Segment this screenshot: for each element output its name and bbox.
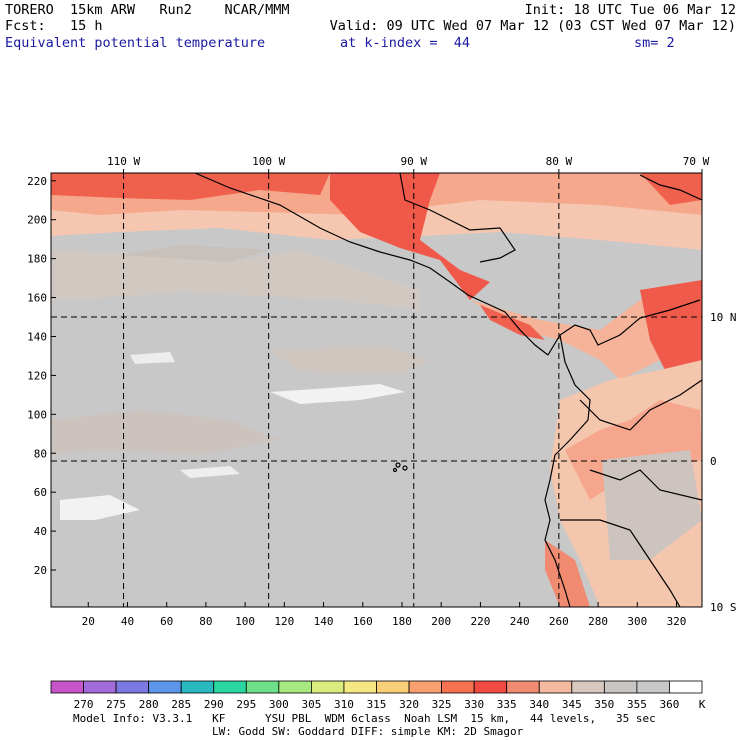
y-tick-label: 40 bbox=[34, 525, 47, 538]
colorbar-label: 330 bbox=[464, 698, 484, 711]
colorbar-swatch bbox=[408, 680, 442, 694]
colorbar-swatch bbox=[115, 680, 150, 694]
colorbar-swatch bbox=[213, 680, 247, 694]
y-tick-label: 100 bbox=[27, 408, 47, 421]
field-name: Equivalent potential temperature bbox=[5, 35, 266, 51]
colorbar-swatch bbox=[441, 680, 475, 694]
y-tick-label: 220 bbox=[27, 175, 47, 188]
colorbar-swatch bbox=[310, 680, 345, 694]
x-tick-label: 240 bbox=[510, 615, 530, 628]
colorbar-label: 310 bbox=[334, 698, 354, 711]
colorbar-label: 350 bbox=[594, 698, 614, 711]
y-tick-label: 200 bbox=[27, 214, 47, 227]
coastlines bbox=[194, 173, 702, 607]
x-tick-label: 200 bbox=[431, 615, 451, 628]
colorbar-label: 300 bbox=[269, 698, 289, 711]
x-tick-label: 220 bbox=[470, 615, 490, 628]
x-tick-label: 100 bbox=[235, 615, 255, 628]
colorbar-label: 280 bbox=[139, 698, 159, 711]
theta-e-field bbox=[51, 173, 702, 607]
colorbar-swatch bbox=[50, 680, 84, 694]
y-axis: 220 200 180 160 140 120 100 80 60 40 20 bbox=[27, 175, 56, 577]
x-axis: 20 40 60 80 100 120 140 160 180 200 220 240 260 280 30… bbox=[82, 602, 687, 628]
colorbar-swatch bbox=[83, 680, 117, 694]
colorbar-label: 325 bbox=[432, 698, 452, 711]
colorbar-swatch bbox=[245, 680, 280, 694]
colorbar-swatch bbox=[148, 680, 182, 694]
x-tick-label: 140 bbox=[314, 615, 334, 628]
colorbar-label: 275 bbox=[106, 698, 126, 711]
map-frame bbox=[50, 172, 703, 608]
header-init: Init: 18 UTC Tue 06 Mar 12 bbox=[524, 2, 736, 18]
x-tick-label: 320 bbox=[667, 615, 687, 628]
x-tick-label: 80 bbox=[199, 615, 212, 628]
x-tick-label: 160 bbox=[353, 615, 373, 628]
colorbar-label: 335 bbox=[497, 698, 517, 711]
colorbar-label: 290 bbox=[204, 698, 224, 711]
colorbar-label: 295 bbox=[236, 698, 256, 711]
lat-lon-grid bbox=[51, 173, 702, 607]
header-valid: Valid: 09 UTC Wed 07 Mar 12 (03 CST Wed … bbox=[329, 18, 736, 34]
lat-label: 10 S bbox=[710, 601, 737, 614]
colorbar-label: 355 bbox=[627, 698, 647, 711]
colorbar-swatch bbox=[571, 680, 605, 694]
x-tick-label: 20 bbox=[82, 615, 95, 628]
footer-model-info: Model Info: V3.3.1 KF YSU PBL WDM 6class… bbox=[73, 712, 656, 725]
colorbar-swatch bbox=[278, 680, 312, 694]
colorbar-swatch bbox=[538, 680, 573, 694]
colorbar-label: 305 bbox=[301, 698, 321, 711]
colorbar-swatch bbox=[669, 680, 703, 694]
lon-label: 110 W bbox=[107, 155, 140, 168]
header-forecast: Fcst: 15 h bbox=[5, 18, 103, 34]
lon-label: 90 W bbox=[401, 155, 428, 168]
y-tick-label: 120 bbox=[27, 369, 47, 382]
lon-label: 70 W bbox=[683, 155, 710, 168]
lat-label: 0 bbox=[710, 455, 717, 468]
x-tick-label: 260 bbox=[549, 615, 569, 628]
lon-axis: 110 W 100 W 90 W 80 W 70 W bbox=[107, 155, 710, 173]
y-tick-label: 60 bbox=[34, 486, 47, 499]
colorbar-label: 360 bbox=[660, 698, 680, 711]
y-tick-label: 180 bbox=[27, 253, 47, 266]
y-tick-label: 80 bbox=[34, 447, 47, 460]
y-tick-label: 160 bbox=[27, 292, 47, 305]
colorbar-unit: K bbox=[699, 698, 706, 711]
colorbar-label: 320 bbox=[399, 698, 419, 711]
x-tick-label: 300 bbox=[627, 615, 647, 628]
colorbar: 270 275 280 285 290 295 300 305 310 315 320 325 330 3… bbox=[50, 680, 706, 711]
x-tick-label: 180 bbox=[392, 615, 412, 628]
lon-label: 100 W bbox=[252, 155, 285, 168]
colorbar-swatch bbox=[506, 680, 540, 694]
colorbar-swatch bbox=[603, 680, 638, 694]
colorbar-swatch bbox=[473, 680, 508, 694]
colorbar-swatch bbox=[180, 680, 215, 694]
colorbar-label: 345 bbox=[562, 698, 582, 711]
lat-axis: 10 N 0 10 S bbox=[710, 311, 737, 614]
x-tick-label: 280 bbox=[588, 615, 608, 628]
colorbar-label: 270 bbox=[74, 698, 94, 711]
header-title: TORERO 15km ARW Run2 NCAR/MMM bbox=[5, 2, 290, 18]
colorbar-swatch bbox=[376, 680, 410, 694]
colorbar-label: 315 bbox=[367, 698, 387, 711]
colorbar-swatch bbox=[343, 680, 377, 694]
colorbar-swatch bbox=[636, 680, 670, 694]
lon-label: 80 W bbox=[546, 155, 573, 168]
colorbar-label: 285 bbox=[171, 698, 191, 711]
lat-label: 10 N bbox=[710, 311, 737, 324]
x-tick-label: 40 bbox=[121, 615, 134, 628]
colorbar-label: 340 bbox=[529, 698, 549, 711]
smooth-label: sm= 2 bbox=[634, 35, 675, 51]
x-tick-label: 120 bbox=[274, 615, 294, 628]
y-tick-label: 140 bbox=[27, 330, 47, 343]
x-tick-label: 60 bbox=[160, 615, 173, 628]
level-label: at k-index = 44 bbox=[340, 35, 471, 51]
y-tick-label: 20 bbox=[34, 564, 47, 577]
footer-physics: LW: Godd SW: Goddard DIFF: simple KM: 2D… bbox=[212, 725, 524, 738]
